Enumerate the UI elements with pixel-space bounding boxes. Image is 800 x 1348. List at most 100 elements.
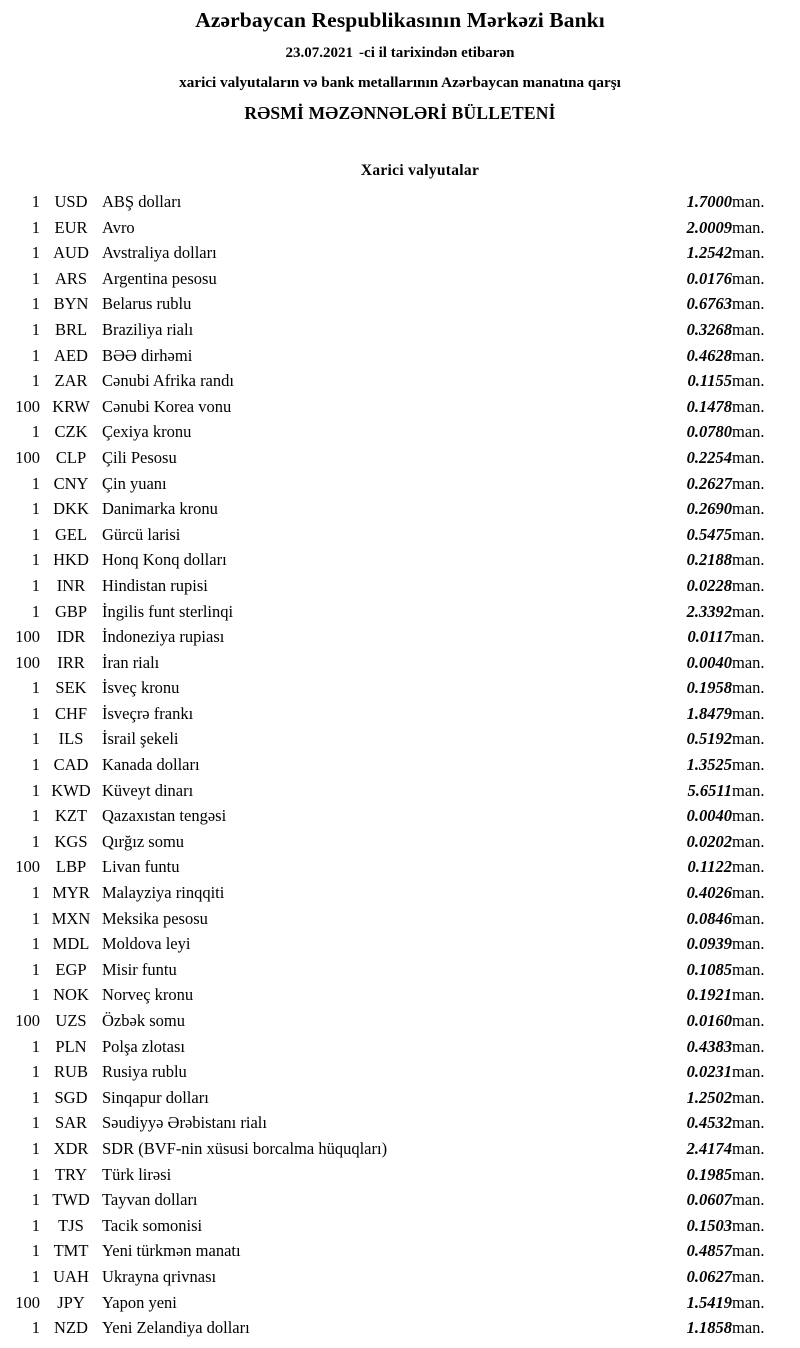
currency-quantity: 1 (31, 908, 40, 928)
currency-row: 100 CLP Çili Pesosu 0.2254 man. (0, 445, 800, 471)
currency-row: 100 IRR İran rialı 0.0040 man. (0, 650, 800, 676)
currency-rate: 0.0040 (686, 806, 732, 826)
currency-quantity: 1 (31, 678, 40, 698)
currency-code: GEL (54, 524, 88, 544)
currency-name: Misir funtu (102, 959, 177, 979)
currency-rate: 0.0607 (686, 1190, 732, 1210)
currency-code: IRR (57, 652, 85, 672)
currency-unit: man. (732, 473, 765, 493)
currency-rate: 0.1085 (686, 959, 732, 979)
currency-rate: 1.3525 (686, 755, 732, 775)
currency-code: KWD (51, 780, 91, 800)
currency-name: Livan funtu (102, 857, 180, 877)
currency-quantity: 1 (31, 575, 40, 595)
currency-row: 1 PLN Polşa zlotası 0.4383 man. (0, 1034, 800, 1060)
currency-rate: 1.7000 (686, 192, 732, 211)
currency-name: Meksika pesosu (102, 908, 208, 928)
currency-row: 1 DKK Danimarka kronu 0.2690 man. (0, 496, 800, 522)
currency-row: 1 KGS Qırğız somu 0.0202 man. (0, 829, 800, 855)
currency-quantity: 1 (31, 703, 40, 723)
currency-rate: 0.5192 (686, 729, 732, 749)
currency-name: Çin yuanı (102, 473, 167, 493)
currency-name: Belarus rublu (102, 294, 192, 314)
currency-code: EGP (55, 959, 87, 979)
currency-row: 1 AED BƏƏ dirhəmi 0.4628 man. (0, 343, 800, 369)
currency-row: 1 NOK Norveç kronu 0.1921 man. (0, 982, 800, 1008)
currency-name: Avro (102, 217, 135, 237)
currency-rate: 0.5475 (686, 524, 732, 544)
currency-code: GBP (54, 601, 88, 621)
currency-unit: man. (732, 806, 765, 826)
section-heading-foreign-currencies: Xarici valyutalar (360, 162, 480, 179)
currency-code: BYN (53, 294, 89, 314)
currency-code: ZAR (54, 371, 88, 391)
currency-rate: 0.1921 (686, 985, 732, 1005)
currency-unit: man. (732, 703, 765, 723)
currency-quantity: 1 (31, 473, 40, 493)
currency-name: Moldova leyi (102, 934, 191, 954)
currency-code: INR (56, 575, 86, 595)
currency-unit: man. (732, 1113, 765, 1133)
currency-code: HKD (53, 550, 89, 570)
currency-row: 100 KRW Cənubi Korea vonu 0.1478 man. (0, 394, 800, 420)
currency-unit: man. (732, 1062, 765, 1082)
currency-code: SAR (54, 1113, 88, 1133)
currency-quantity: 100 (15, 857, 40, 877)
currency-code: JPY (57, 1292, 85, 1312)
currency-code: BRL (54, 319, 88, 339)
currency-unit: man. (732, 524, 765, 544)
currency-quantity: 1 (31, 959, 40, 979)
currency-quantity: 1 (31, 755, 40, 775)
subject-line: xarici valyutaların və bank metallarının… (179, 73, 621, 91)
currency-unit: man. (732, 780, 765, 800)
currency-quantity: 1 (31, 243, 40, 263)
currency-name: Norveç kronu (102, 985, 194, 1005)
currency-quantity: 1 (31, 831, 40, 851)
currency-name: Rusiya rublu (102, 1062, 187, 1082)
currency-unit: man. (732, 729, 765, 749)
currency-quantity: 1 (31, 319, 40, 339)
currency-unit: man. (732, 1190, 765, 1210)
currency-name: Qırğız somu (102, 831, 185, 851)
currency-name: İndoneziya rupiası (102, 627, 225, 647)
currency-row: 1 RUB Rusiya rublu 0.0231 man. (0, 1059, 800, 1085)
currency-quantity: 1 (31, 268, 40, 288)
currency-rate: 0.6763 (686, 294, 732, 314)
currency-code: NZD (54, 1318, 88, 1338)
currency-rate: 0.0939 (686, 934, 732, 954)
currency-code: EUR (54, 217, 88, 237)
currency-name: Cənubi Afrika randı (102, 371, 234, 391)
currency-rate: 0.2188 (686, 550, 732, 570)
currency-quantity: 1 (31, 524, 40, 544)
currency-row: 1 ILS İsrail şekeli 0.5192 man. (0, 726, 800, 752)
currency-name: İngilis funt sterlinqi (102, 601, 234, 621)
currency-code: ARS (54, 268, 88, 288)
currency-rate: 5.6511 (687, 780, 732, 800)
currency-code: CNY (53, 473, 89, 493)
currency-row: 1 TJS Tacik somonisi 0.1503 man. (0, 1213, 800, 1239)
currency-quantity: 100 (15, 652, 40, 672)
currency-unit: man. (732, 908, 765, 928)
currency-rate: 0.4628 (686, 345, 732, 365)
currency-unit: man. (732, 447, 765, 467)
currency-rate: 0.1958 (686, 678, 732, 698)
currency-quantity: 1 (31, 934, 40, 954)
currency-name: BƏƏ dirhəmi (102, 345, 193, 365)
currency-code: KGS (54, 831, 88, 851)
currency-row: 1 CAD Kanada dolları 1.3525 man. (0, 752, 800, 778)
currency-code: TJS (58, 1215, 84, 1235)
currency-rate: 0.4532 (686, 1113, 732, 1133)
currency-name: Türk lirəsi (102, 1164, 172, 1184)
currency-name: Cənubi Korea vonu (102, 396, 232, 416)
bank-title: Azərbaycan Respublikasının Mərkəzi Bankı (195, 8, 605, 32)
currency-unit: man. (732, 755, 765, 775)
currency-quantity: 1 (31, 294, 40, 314)
currency-row: 1 EGP Misir funtu 0.1085 man. (0, 957, 800, 983)
currency-row: 1 AUD Avstraliya dolları 1.2542 man. (0, 240, 800, 266)
currency-unit: man. (732, 652, 765, 672)
currency-unit: man. (732, 396, 765, 416)
currency-unit: man. (732, 550, 765, 570)
currency-code: UAH (53, 1266, 89, 1286)
currency-quantity: 1 (31, 192, 40, 211)
currency-row: 1 BRL Braziliya rialı 0.3268 man. (0, 317, 800, 343)
